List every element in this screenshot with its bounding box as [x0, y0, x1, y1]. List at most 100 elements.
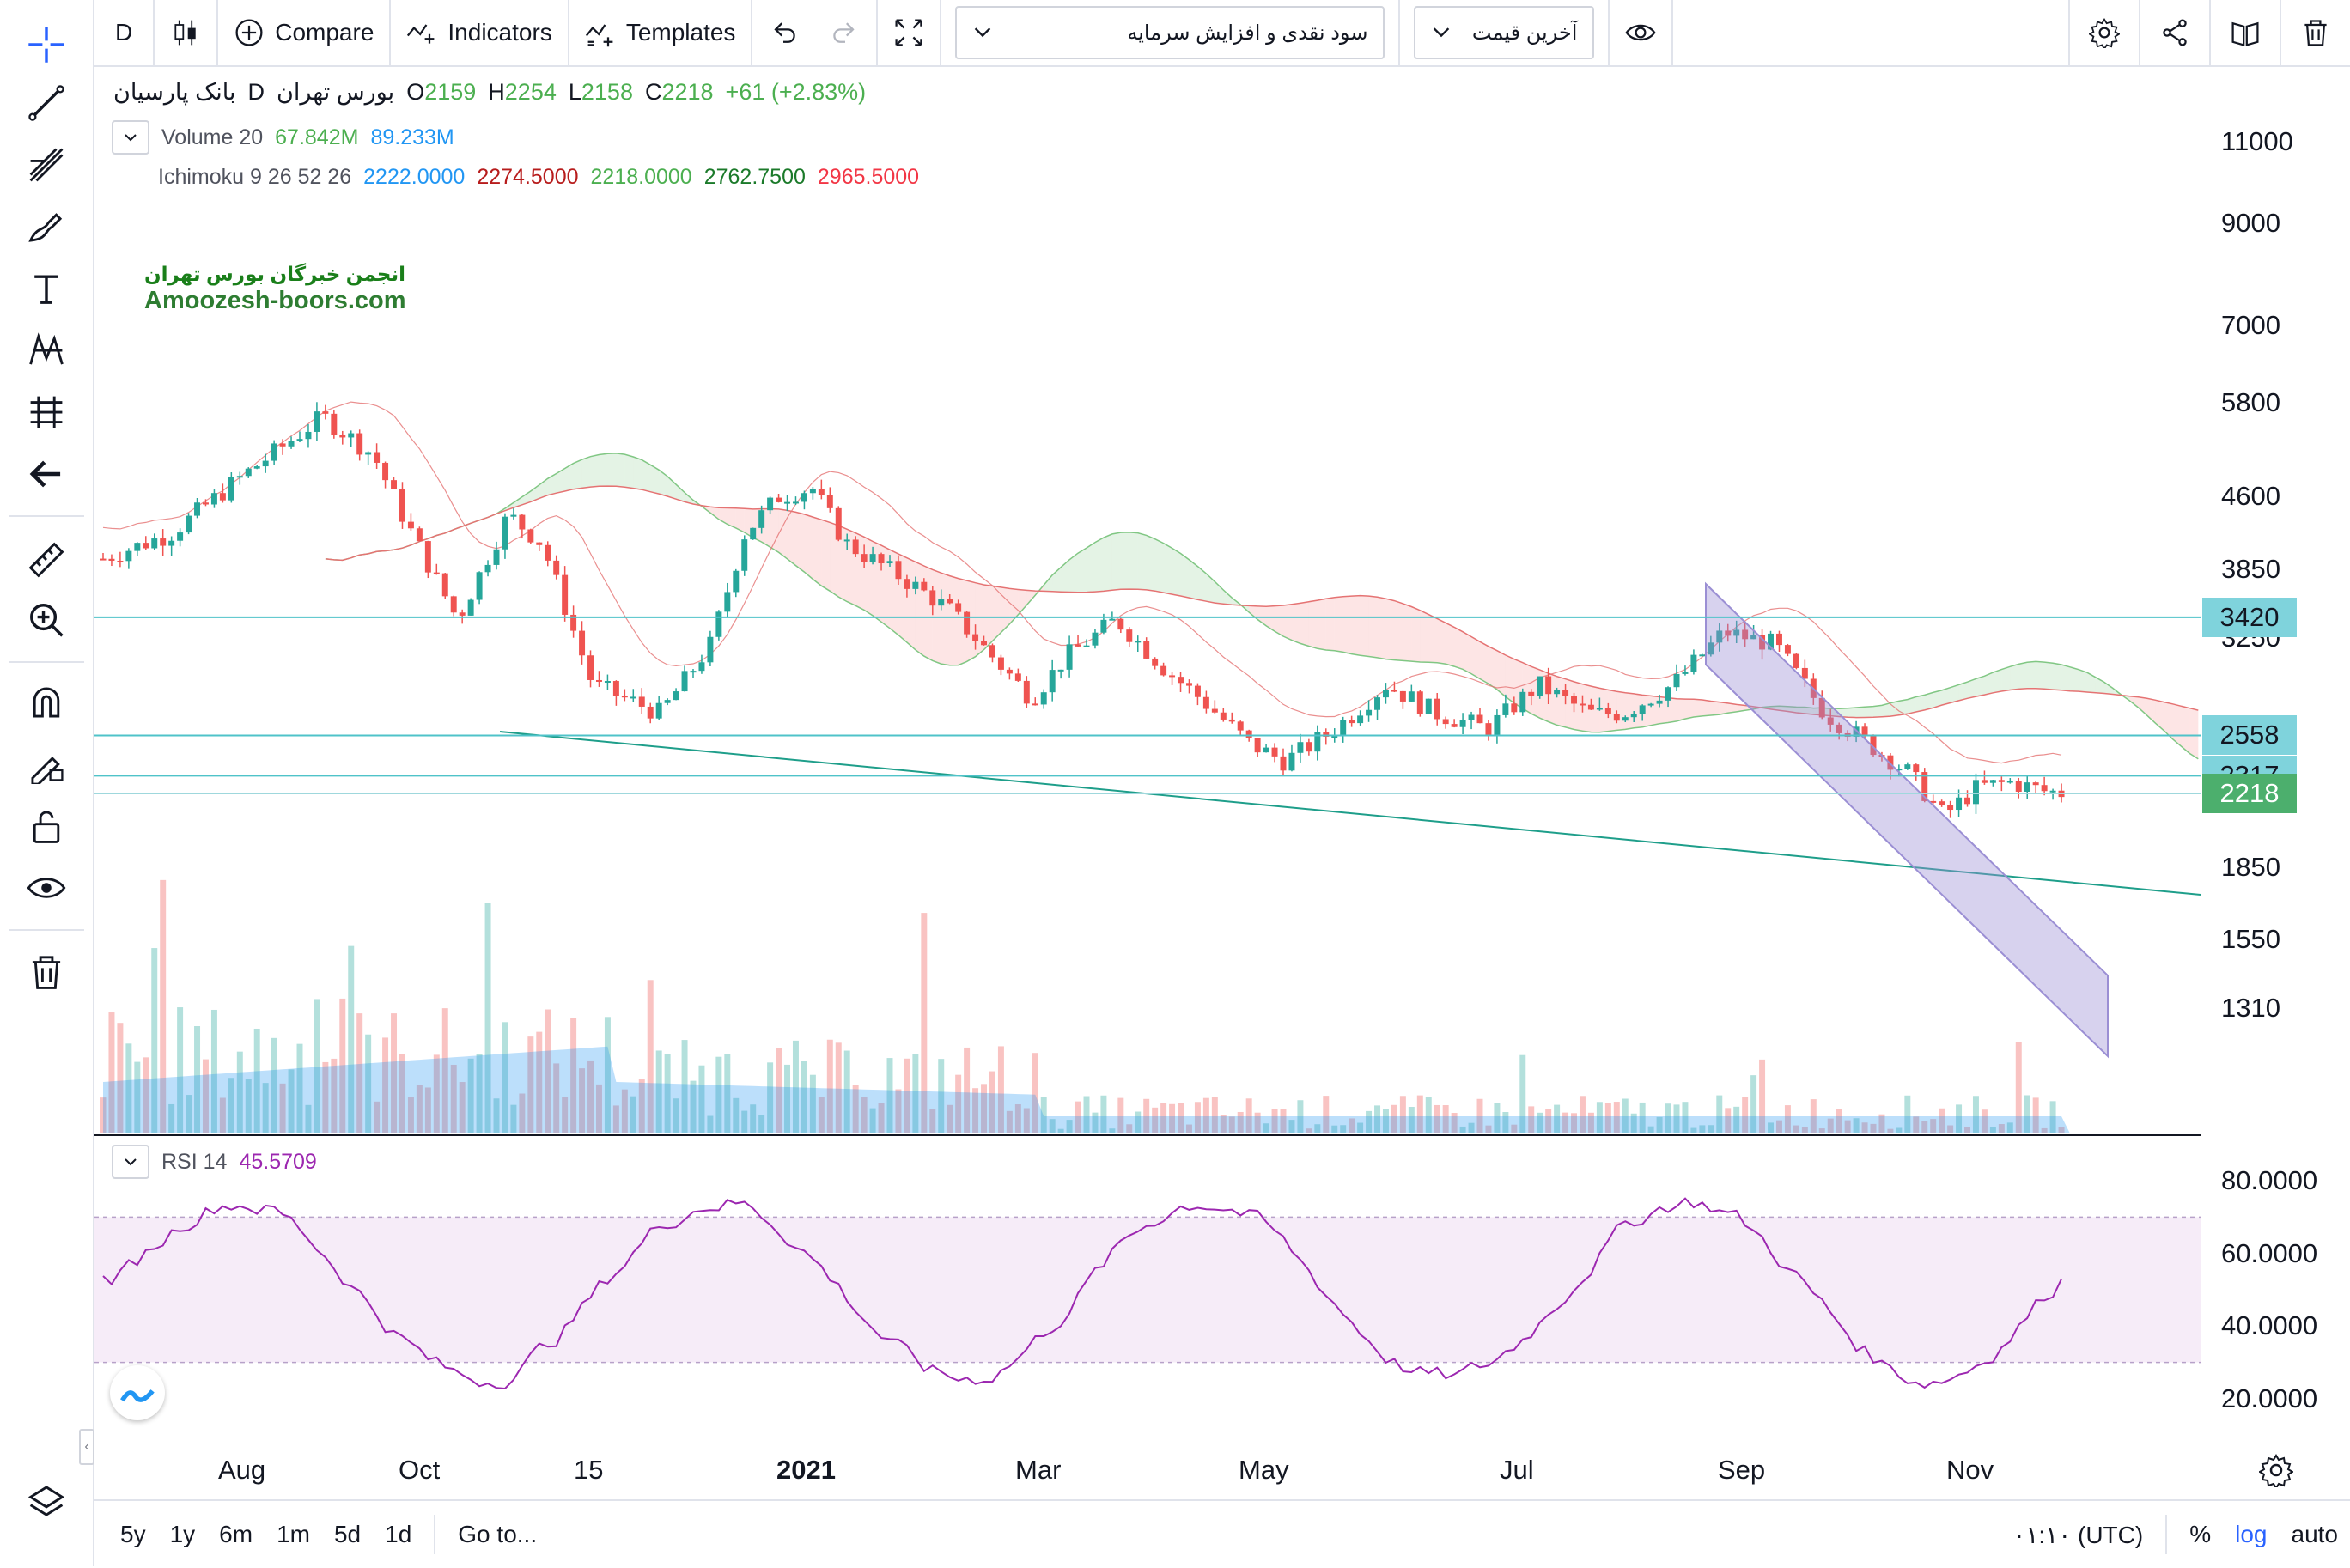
chevron-down-icon	[972, 22, 993, 43]
range-button[interactable]: 5y	[108, 1521, 158, 1548]
time-axis-label: Mar	[1015, 1455, 1061, 1486]
redo-button[interactable]	[814, 0, 878, 65]
dividends-dropdown[interactable]: سود نقدی و افزایش سرمایه	[955, 6, 1385, 59]
cloud-segment	[2104, 682, 2113, 694]
candle-body	[895, 561, 901, 579]
candle-body	[1212, 709, 1218, 713]
lock-drawing-icon[interactable]	[19, 737, 74, 792]
left-drawing-toolbar	[0, 0, 94, 1566]
range-button[interactable]: 1y	[158, 1521, 208, 1548]
percent-toggle[interactable]: %	[2177, 1521, 2223, 1548]
candle-body	[1092, 633, 1098, 646]
log-toggle[interactable]: log	[2223, 1521, 2279, 1548]
candle-body	[1665, 687, 1671, 701]
back-arrow-icon[interactable]	[19, 447, 74, 501]
candle-body	[1973, 780, 1979, 804]
rsi-value: 45.5709	[239, 1150, 316, 1175]
indicators-button[interactable]: Indicators	[391, 0, 569, 65]
candle-body	[870, 554, 876, 562]
candle-body	[1939, 801, 1945, 805]
collapse-sidebar-button[interactable]: ‹	[79, 1429, 94, 1465]
candle-body	[1964, 798, 1970, 805]
candle-body	[605, 681, 611, 683]
indicators-label: Indicators	[447, 19, 551, 46]
interval-button[interactable]: D	[94, 0, 155, 65]
magnet-icon[interactable]	[19, 675, 74, 730]
cloud-segment	[1300, 602, 1309, 647]
ideas-button[interactable]	[2209, 0, 2280, 65]
range-button[interactable]: 1m	[265, 1521, 322, 1548]
cloud-segment	[1197, 567, 1206, 602]
templates-label: Templates	[626, 19, 736, 46]
volume-collapse-button[interactable]	[112, 120, 149, 155]
range-button[interactable]: 6m	[207, 1521, 265, 1548]
timezone-button[interactable]: ۰۱:۱۰ (UTC)	[2000, 1521, 2155, 1549]
trend-line-icon[interactable]	[19, 76, 74, 131]
pattern-icon[interactable]	[19, 323, 74, 378]
candle-body	[477, 572, 483, 599]
cloud-segment	[1385, 599, 1394, 659]
c-label: C	[645, 79, 662, 106]
price-axis-label: 1550	[2221, 924, 2280, 955]
goto-button[interactable]: Go to...	[446, 1521, 549, 1548]
auto-toggle[interactable]: auto	[2280, 1521, 2350, 1548]
candle-body	[536, 543, 542, 545]
fullscreen-button[interactable]	[878, 0, 941, 65]
layers-icon[interactable]	[19, 1474, 74, 1528]
trash-icon[interactable]	[19, 945, 74, 1000]
candle-body	[639, 696, 645, 707]
candle-body	[399, 489, 405, 522]
remove-button[interactable]	[2280, 0, 2350, 65]
price-source-dropdown[interactable]: آخرین قیمت	[1414, 6, 1594, 59]
candle-body	[904, 579, 910, 589]
rsi-collapse-button[interactable]	[112, 1145, 149, 1179]
candle-body	[1186, 683, 1192, 685]
cloud-segment	[1625, 693, 1634, 730]
range-button[interactable]: 5d	[322, 1521, 373, 1548]
visibility-button[interactable]	[1608, 0, 1673, 65]
candle-body	[1357, 715, 1363, 723]
cloud-segment	[2027, 661, 2036, 688]
candle-body	[698, 662, 704, 671]
chart-canvas[interactable]	[94, 67, 2201, 1498]
cloud-segment	[2181, 706, 2189, 753]
cloud-segment	[574, 459, 582, 489]
candle-body	[1075, 644, 1081, 647]
share-button[interactable]	[2139, 0, 2209, 65]
cloud-segment	[1848, 708, 1856, 718]
brush-icon[interactable]	[19, 199, 74, 254]
gear-icon	[2089, 17, 2120, 48]
candle-body	[2033, 782, 2039, 785]
cloud-segment	[1326, 598, 1335, 651]
unlock-icon[interactable]	[19, 799, 74, 854]
templates-icon	[585, 17, 616, 48]
compare-button[interactable]: Compare	[218, 0, 391, 65]
chart-area[interactable]	[94, 67, 2201, 1498]
candle-body	[1007, 670, 1013, 673]
pitchfork-icon[interactable]	[19, 137, 74, 192]
templates-button[interactable]: Templates	[569, 0, 753, 65]
ruler-icon[interactable]	[19, 532, 74, 587]
axis-settings-button[interactable]	[2259, 1453, 2293, 1487]
candle-body	[305, 432, 311, 439]
c-value: 2218	[661, 79, 713, 106]
prediction-icon[interactable]	[19, 385, 74, 440]
candle-body	[322, 411, 328, 414]
eye-icon[interactable]	[19, 860, 74, 915]
range-button[interactable]: 1d	[373, 1521, 423, 1548]
cloud-segment	[1711, 702, 1720, 716]
candle-body	[1913, 764, 1919, 772]
settings-button[interactable]	[2068, 0, 2139, 65]
text-tool-icon[interactable]	[19, 261, 74, 316]
crosshair-icon[interactable]	[19, 17, 74, 72]
undo-button[interactable]	[752, 0, 814, 65]
tradingview-logo[interactable]	[110, 1365, 165, 1420]
candle-body	[553, 561, 559, 575]
cloud-segment	[1095, 538, 1104, 592]
candle-body	[1109, 619, 1115, 621]
candle-body	[1690, 655, 1696, 672]
zoom-in-icon[interactable]	[19, 593, 74, 647]
chart-type-button[interactable]	[155, 0, 218, 65]
cloud-segment	[1121, 532, 1129, 589]
redo-icon	[830, 17, 861, 48]
